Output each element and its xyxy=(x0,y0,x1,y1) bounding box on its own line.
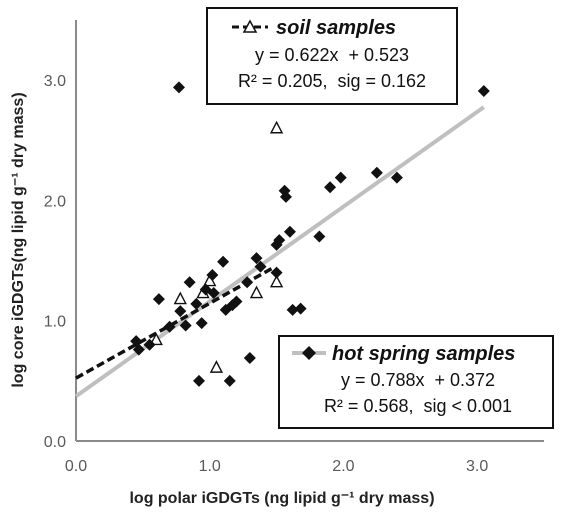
hot-spring-point xyxy=(370,166,383,179)
hot-spring-point xyxy=(143,338,156,351)
soil-legend: soil samples y = 0.622x + 0.523 R² = 0.2… xyxy=(206,7,458,105)
x-tick-label: 3.0 xyxy=(466,458,488,475)
soil-point xyxy=(209,360,224,373)
y-tick-label: 1.0 xyxy=(44,314,66,331)
soil-legend-triangle-icon xyxy=(242,19,258,33)
hot-spring-point xyxy=(190,297,203,310)
y-tick-label: 0.0 xyxy=(44,434,66,451)
hot-spring-legend-stats: R² = 0.568, sig < 0.001 xyxy=(324,396,512,416)
hot-spring-point xyxy=(217,255,230,268)
hot-spring-point xyxy=(172,81,185,94)
hot-spring-point xyxy=(270,266,283,279)
axes xyxy=(75,20,544,442)
hot-spring-point xyxy=(477,84,490,97)
soil-point xyxy=(269,120,284,134)
hot-spring-point xyxy=(183,276,196,289)
y-tick-label: 3.0 xyxy=(44,73,66,90)
y-tick-label: 2.0 xyxy=(44,193,66,210)
hot-spring-legend: hot spring samples y = 0.788x + 0.372 R²… xyxy=(278,335,554,429)
x-tick-label: 2.0 xyxy=(332,458,354,475)
hot-spring-point xyxy=(254,260,267,273)
soil-point xyxy=(173,291,187,305)
hot-spring-point xyxy=(152,293,165,306)
hot-spring-point xyxy=(313,230,326,243)
soil-point xyxy=(269,274,284,288)
trendlines xyxy=(74,105,485,398)
x-tick-label: 0.0 xyxy=(65,458,87,475)
hot-spring-point xyxy=(163,320,176,333)
hot-spring-point xyxy=(273,234,286,247)
hot-spring-point xyxy=(250,252,263,265)
hot-spring-point xyxy=(390,171,403,184)
hot-spring-point xyxy=(286,303,299,316)
hot-spring-point xyxy=(230,295,243,308)
hot-spring-point xyxy=(241,276,254,289)
hot-spring-point xyxy=(174,305,187,318)
soil-point xyxy=(249,285,264,299)
hot-spring-point xyxy=(223,374,236,387)
hot-spring-point xyxy=(195,317,208,330)
hot-spring-trendline xyxy=(74,105,485,398)
hot-spring-point xyxy=(334,171,347,184)
x-axis-title: log polar iGDGTs (ng lipid g⁻¹ dry mass) xyxy=(129,490,434,507)
hot-spring-point xyxy=(207,287,220,300)
hot-spring-legend-diamond-icon xyxy=(302,346,316,360)
hot-spring-point xyxy=(283,225,296,238)
soil-legend-equation: y = 0.622x + 0.523 xyxy=(255,45,409,65)
soil-legend-title: soil samples xyxy=(276,17,396,39)
hot-spring-point xyxy=(324,181,337,194)
data-points xyxy=(130,81,490,387)
x-tick-label: 1.0 xyxy=(199,458,221,475)
tick-labels: 0.0 1.0 2.0 3.0 0.0 1.0 2.0 3.0 xyxy=(44,73,489,475)
hot-spring-legend-equation: y = 0.788x + 0.372 xyxy=(341,370,495,390)
hot-spring-point xyxy=(279,190,292,203)
y-axis-title: log core iGDGTs(ng lipid g⁻¹ dry mass) xyxy=(10,92,27,387)
hot-spring-point xyxy=(193,374,206,387)
soil-legend-stats: R² = 0.205, sig = 0.162 xyxy=(238,71,426,91)
soil-point xyxy=(149,332,163,346)
hot-spring-legend-title: hot spring samples xyxy=(332,343,515,365)
hot-spring-point xyxy=(294,302,307,315)
hot-spring-point xyxy=(132,343,145,356)
soil-trendline xyxy=(75,265,275,380)
hot-spring-point xyxy=(243,352,256,365)
hot-spring-point xyxy=(206,269,219,282)
hot-spring-point xyxy=(179,319,192,332)
